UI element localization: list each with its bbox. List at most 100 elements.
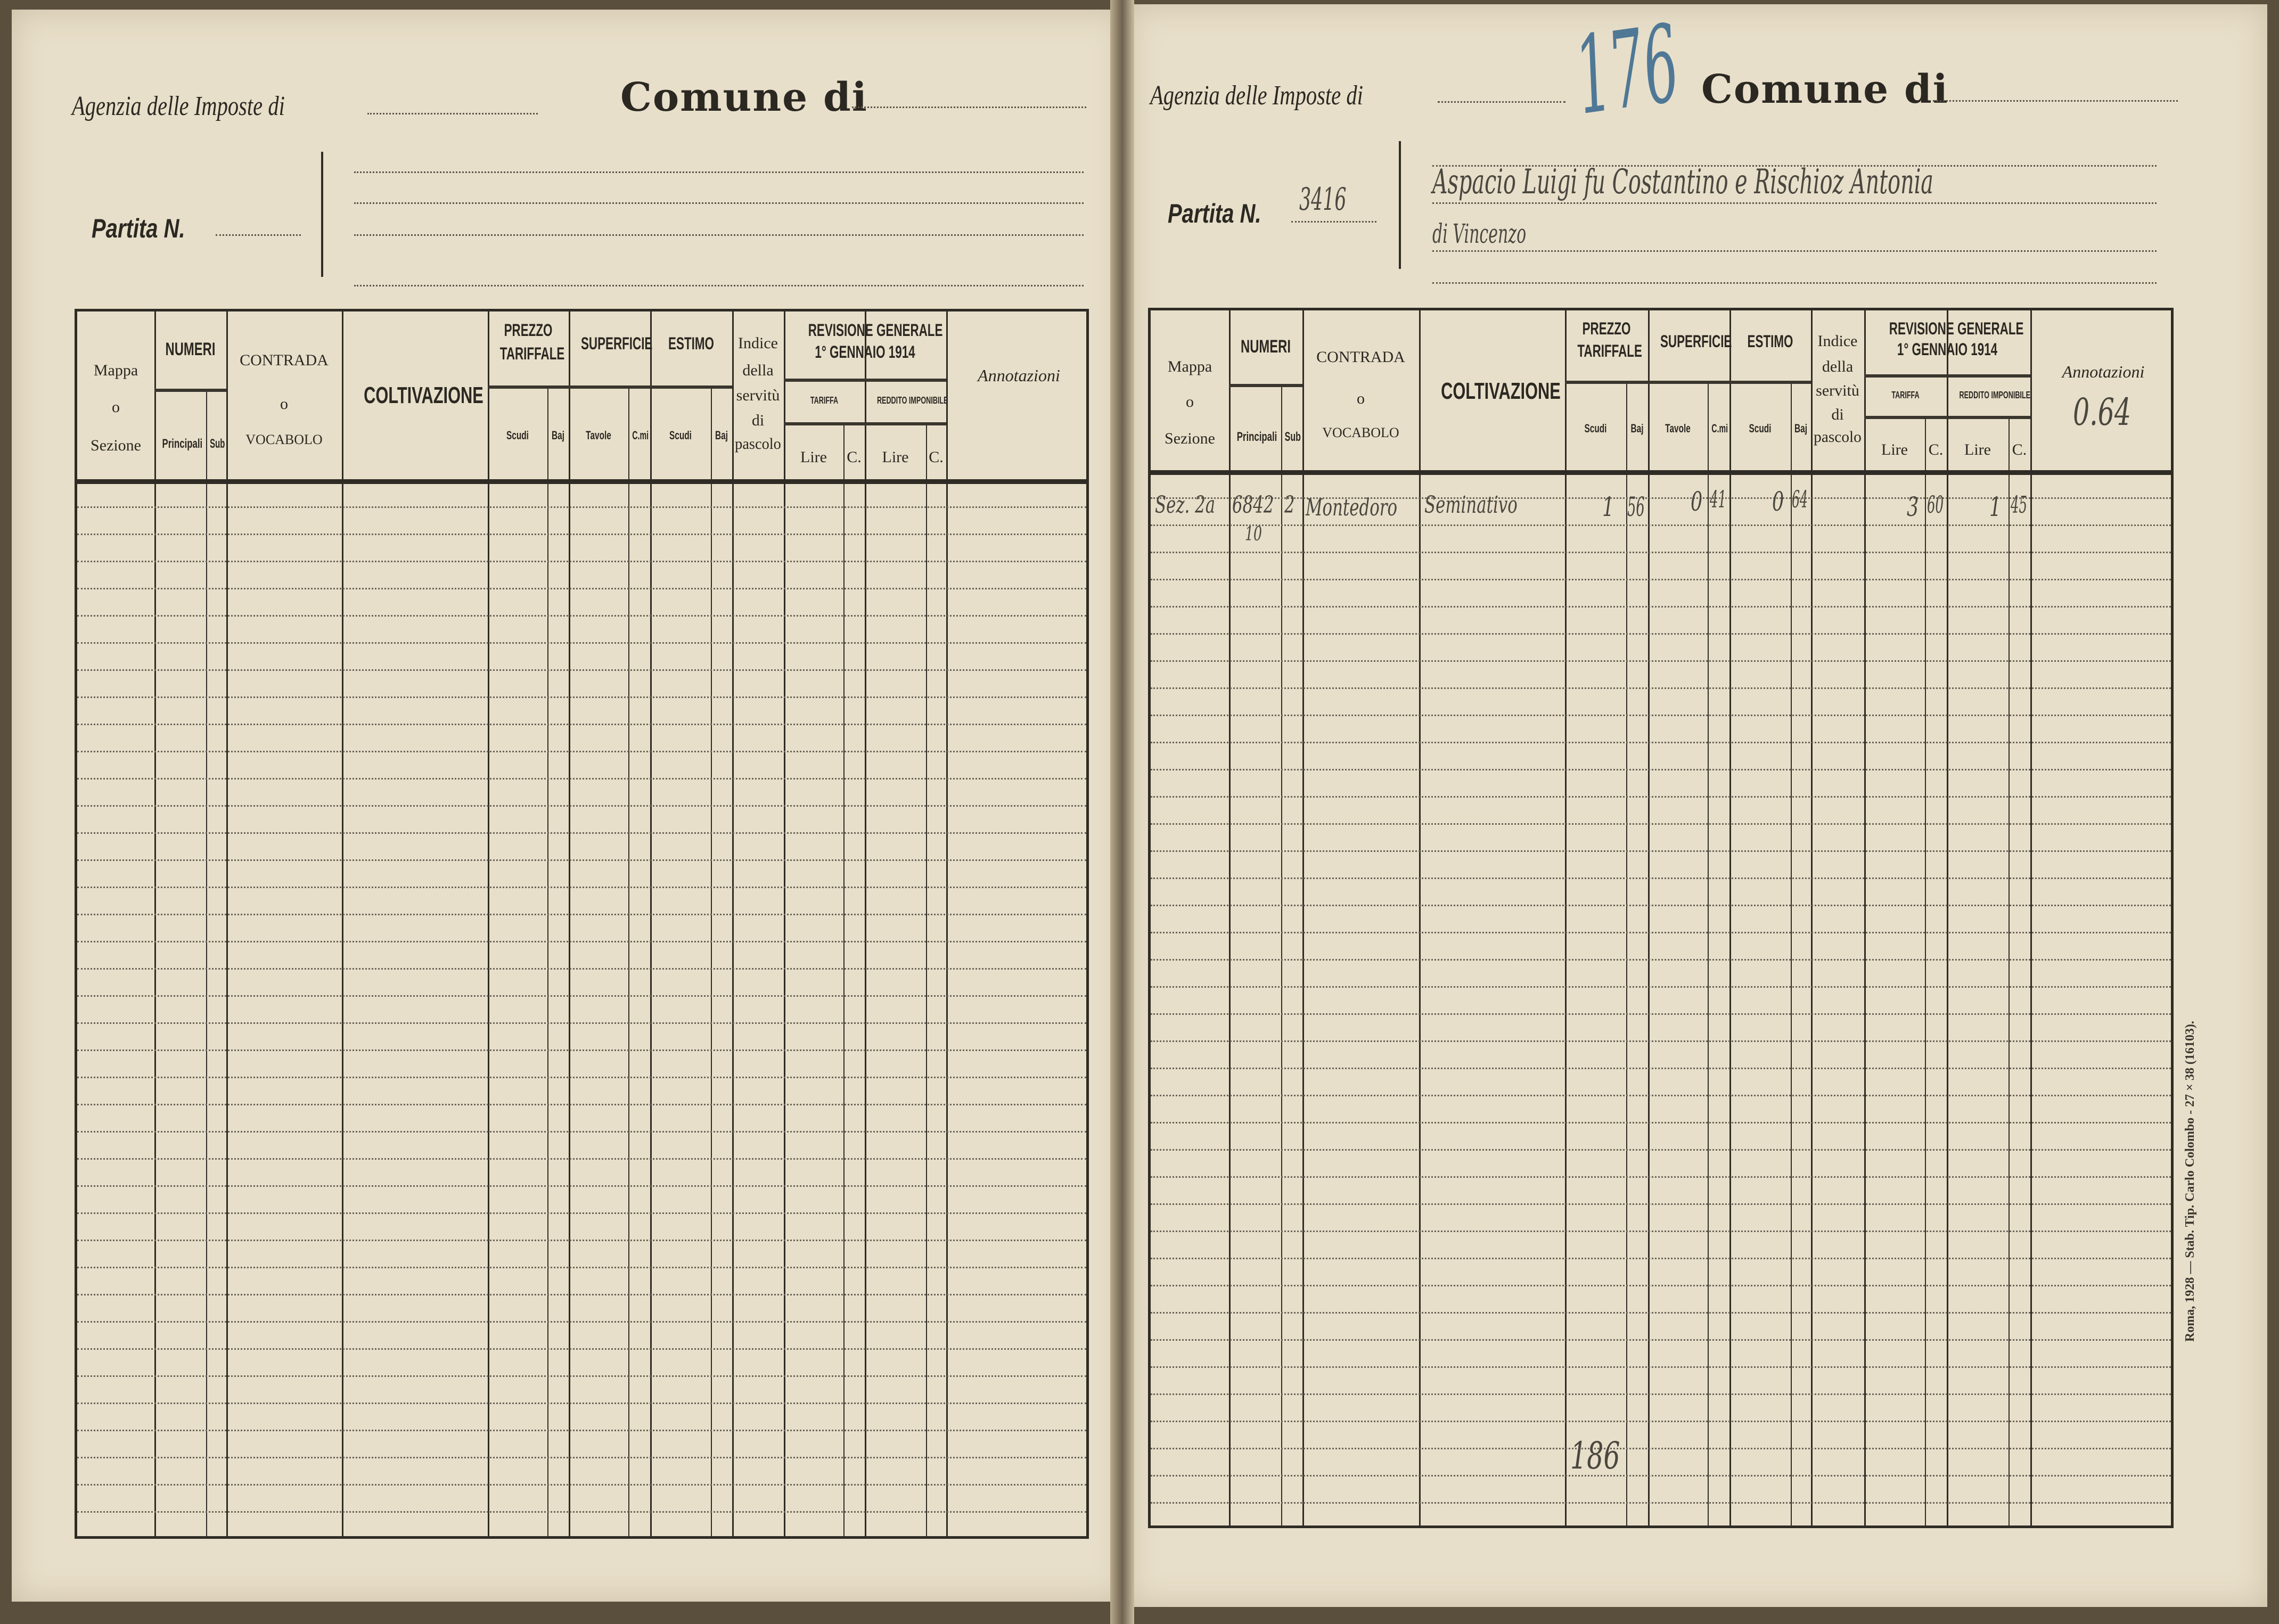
header-estimo-baj: Baj — [715, 428, 728, 442]
cell-coltivazione: Seminativo — [1424, 491, 1518, 519]
subheader-rule — [488, 385, 569, 389]
header-sezione: Sezione — [1165, 430, 1215, 447]
header-annotazioni: Annotazioni — [978, 365, 1060, 385]
row-line — [1151, 1122, 2171, 1123]
cell-superficie-cmi: 41 — [1710, 486, 1727, 513]
header-tariffale: TARIFFALE — [499, 344, 565, 363]
header-o-contrada: o — [1357, 390, 1365, 407]
row-line — [1151, 1366, 2171, 1368]
header-pascolo: pascolo — [1814, 428, 1862, 446]
row-line — [1151, 1149, 2171, 1151]
row-line — [1151, 687, 2171, 689]
partita-label-right: Partita N. — [1168, 199, 1261, 228]
header-revisione: REVISIONE GENERALE — [808, 320, 943, 340]
row-line — [77, 1131, 1086, 1133]
header-coltivazione: COLTIVAZIONE — [1441, 378, 1561, 404]
header-prezzo: PREZZO — [504, 320, 553, 340]
row-line — [77, 724, 1086, 725]
header-di: di — [751, 412, 765, 429]
header-tariffa-lire: Lire — [800, 448, 827, 466]
column-rule — [1565, 310, 1567, 1525]
row-line — [1151, 660, 2171, 662]
row-line — [77, 1049, 1086, 1051]
row-line — [77, 832, 1086, 834]
subheader-rule — [1229, 384, 1302, 387]
header-pascolo: pascolo — [735, 435, 781, 453]
agenzia-label-right: Agenzia delle Imposte di — [1150, 80, 1363, 111]
row-line — [1151, 1312, 2171, 1314]
header-o-contrada: o — [280, 395, 288, 413]
header-tariffale: TARIFFALE — [1577, 341, 1642, 360]
column-rule — [1648, 310, 1650, 1525]
row-line — [1151, 497, 2171, 499]
row-line — [1151, 742, 2171, 743]
subheader-rule — [569, 385, 650, 389]
partita-label: Partita N. — [92, 214, 185, 243]
row-line — [77, 506, 1086, 508]
header-prezzo-scudi: Scudi — [1584, 422, 1607, 435]
column-rule — [206, 390, 207, 1536]
row-line — [1151, 1448, 2171, 1449]
subheader-rule — [1864, 374, 2030, 378]
row-line — [77, 941, 1086, 942]
header-rule — [1151, 470, 2171, 475]
row-line — [77, 1511, 1086, 1513]
column-rule — [1925, 417, 1926, 1525]
row-line — [1151, 1339, 2171, 1341]
header-della: della — [742, 361, 774, 379]
header-mappa: Mappa — [93, 361, 138, 379]
row-line — [1151, 932, 2171, 933]
cell-contrada: Montedoro — [1306, 494, 1398, 521]
agenzia-label: Agenzia delle Imposte di — [72, 91, 285, 121]
column-rule — [488, 311, 489, 1536]
header-reddito-lire: Lire — [882, 448, 909, 466]
header-superficie: SUPERFICIE — [580, 334, 653, 354]
column-rule — [711, 387, 712, 1536]
row-line — [77, 1022, 1086, 1024]
row-line — [1151, 552, 2171, 553]
header-reddito: REDDITO IMPONIBILE — [1959, 390, 2031, 400]
row-line — [1151, 1040, 2171, 1042]
row-line — [77, 1321, 1086, 1323]
header-prezzo-baj: Baj — [552, 428, 564, 442]
printer-imprint: Roma, 1928 — Stab. Tip. Carlo Colombo - … — [2183, 1021, 2197, 1342]
row-line — [1151, 524, 2171, 526]
header-numeri: NUMERI — [1241, 337, 1291, 357]
column-rule — [1811, 310, 1813, 1525]
row-line — [77, 696, 1086, 698]
row-line — [77, 887, 1086, 888]
header-estimo-baj: Baj — [1794, 422, 1807, 435]
row-line — [1151, 1231, 2171, 1232]
header-di: di — [1831, 406, 1844, 423]
column-rule — [946, 311, 948, 1536]
cell-principali: 6842 — [1232, 491, 1274, 519]
row-line — [77, 561, 1086, 562]
row-line — [77, 1348, 1086, 1350]
row-line — [1151, 715, 2171, 716]
column-rule — [342, 311, 343, 1536]
cell-estimo-scudi: 0 — [1772, 486, 1784, 517]
header-servitu: servitù — [736, 386, 780, 404]
header-tariffa-lire: Lire — [1881, 441, 1908, 458]
row-line — [77, 914, 1086, 915]
row-line — [77, 1375, 1086, 1377]
header-contrada: CONTRADA — [240, 351, 329, 369]
column-rule — [732, 311, 734, 1536]
row-line — [1151, 1285, 2171, 1286]
row-line — [1151, 877, 2171, 879]
row-line — [77, 1430, 1086, 1431]
header-reddito-c: C. — [2012, 441, 2027, 458]
column-rule — [1229, 310, 1231, 1525]
left-ledger-table: Mappa o Sezione NUMERI Principali Sub CONTRADA… — [75, 309, 1089, 1539]
header-indice: Indice — [1817, 332, 1858, 350]
owner-line-1: Aspacio Luigi fu Costantino e Rischioz A… — [1432, 162, 1933, 202]
row-line — [1151, 1203, 2171, 1205]
header-reddito-c: C. — [929, 448, 944, 466]
header-o-mappa: o — [112, 398, 120, 416]
row-line — [77, 1158, 1086, 1160]
header-cmi: C.mi — [632, 428, 649, 442]
column-rule — [547, 387, 548, 1536]
book-gutter — [1110, 0, 1134, 1624]
row-line — [77, 1185, 1086, 1187]
row-line — [1151, 1393, 2171, 1395]
